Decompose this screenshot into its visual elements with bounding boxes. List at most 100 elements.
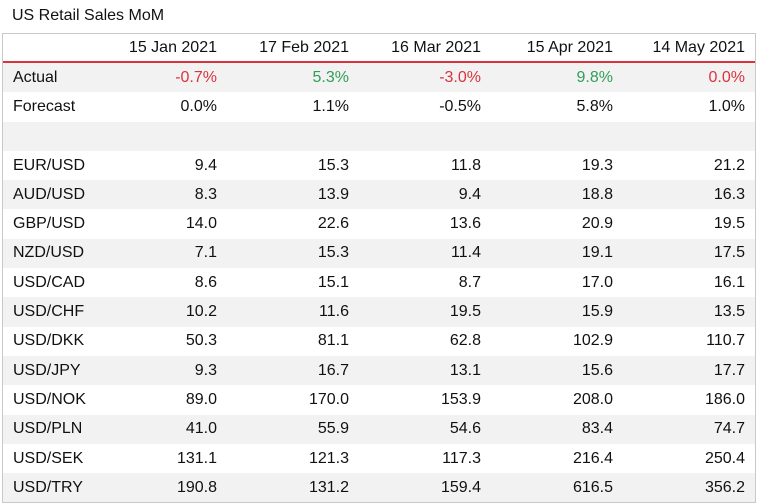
table-row: NZD/USD 7.1 15.3 11.4 19.1 17.5 <box>3 238 755 269</box>
table-row: EUR/USD 9.4 15.3 11.8 19.3 21.2 <box>3 151 755 180</box>
table-cell: 110.7 <box>706 332 745 350</box>
table-cell: 15.9 <box>491 297 623 327</box>
forecast-value: 1.1% <box>312 97 349 115</box>
row-label: USD/CHF <box>3 297 99 327</box>
table-cell: 15.3 <box>317 156 349 174</box>
table-cell: 8.7 <box>458 273 481 291</box>
row-label: USD/DKK <box>13 332 85 350</box>
table-cell: 16.1 <box>713 273 745 291</box>
table-cell: 15.3 <box>227 238 359 269</box>
data-table-frame: 15 Jan 2021 17 Feb 2021 16 Mar 2021 15 A… <box>2 33 756 503</box>
row-label: USD/JPY <box>3 355 99 386</box>
actual-value: 5.3% <box>227 62 359 93</box>
row-label: EUR/USD <box>13 156 86 174</box>
table-cell: 16.7 <box>227 355 359 386</box>
table-cell: 356.2 <box>623 473 755 503</box>
table-row: USD/NOK 89.0 170.0 153.9 208.0 186.0 <box>3 385 755 414</box>
header-cell: 17 Feb 2021 <box>227 34 359 63</box>
table-cell: 19.5 <box>359 297 491 327</box>
table-row: USD/SEK 131.1 121.3 117.3 216.4 250.4 <box>3 444 755 473</box>
row-label: USD/CAD <box>13 273 86 291</box>
table-cell: 81.1 <box>317 332 349 350</box>
table-cell: 17.0 <box>581 273 613 291</box>
table-cell: 10.2 <box>99 297 227 327</box>
table-cell: 22.6 <box>317 215 349 233</box>
table-cell: 50.3 <box>185 332 217 350</box>
table-cell: 170.0 <box>308 390 349 408</box>
actual-value: 9.8% <box>491 62 623 93</box>
table-cell: 121.3 <box>308 449 349 467</box>
currency-pair-rows: EUR/USD 9.4 15.3 11.8 19.3 21.2 AUD/USD 8.3 13.9… <box>3 151 755 503</box>
table-row: USD/CAD 8.6 15.1 8.7 17.0 16.1 <box>3 268 755 297</box>
row-label: NZD/USD <box>3 238 99 269</box>
table-cell: 54.6 <box>359 414 491 444</box>
table-cell: 11.8 <box>451 156 481 174</box>
actual-value: -0.7% <box>99 62 227 93</box>
table-cell: 11.6 <box>227 297 359 327</box>
table-cell: 62.8 <box>449 332 481 350</box>
header-row: 15 Jan 2021 17 Feb 2021 16 Mar 2021 15 A… <box>3 34 755 63</box>
table-cell: 131.2 <box>227 473 359 503</box>
table-cell: 41.0 <box>99 414 227 444</box>
actual-value: 0.0% <box>623 62 755 93</box>
header-cell: 14 May 2021 <box>623 34 755 63</box>
forecast-value: 0.0% <box>180 97 217 115</box>
table-cell: 17.5 <box>623 238 755 269</box>
table-cell: 9.3 <box>99 355 227 386</box>
table-cell: 9.4 <box>359 180 491 210</box>
row-label: USD/TRY <box>3 473 99 503</box>
table-cell: 13.9 <box>227 180 359 210</box>
row-label: Actual <box>3 62 99 93</box>
row-label: USD/SEK <box>13 449 84 467</box>
header-cell: 16 Mar 2021 <box>359 34 491 63</box>
table-cell: 131.1 <box>176 449 217 467</box>
table-cell: 7.1 <box>99 238 227 269</box>
table-cell: 20.9 <box>581 215 613 233</box>
table-row: USD/TRY 190.8 131.2 159.4 616.5 356.2 <box>3 473 755 503</box>
table-cell: 19.1 <box>491 238 623 269</box>
table-cell: 11.4 <box>359 238 491 269</box>
header-cell: 15 Jan 2021 <box>99 34 227 63</box>
spacer-row <box>3 121 755 151</box>
header-cell: 15 Apr 2021 <box>491 34 623 63</box>
table-cell: 8.6 <box>194 273 217 291</box>
table-cell: 250.4 <box>704 449 745 467</box>
row-label: GBP/USD <box>13 215 86 233</box>
table-cell: 186.0 <box>704 390 745 408</box>
table-row: USD/DKK 50.3 81.1 62.8 102.9 110.7 <box>3 327 755 356</box>
table-cell: 17.7 <box>623 355 755 386</box>
table-cell: 21.2 <box>713 156 745 174</box>
table-row: USD/PLN 41.0 55.9 54.6 83.4 74.7 <box>3 414 755 444</box>
table-cell: 16.3 <box>623 180 755 210</box>
forecast-value: 1.0% <box>708 97 745 115</box>
table-cell: 13.6 <box>449 215 481 233</box>
table-cell: 15.6 <box>491 355 623 386</box>
row-label: USD/PLN <box>3 414 99 444</box>
row-label: USD/NOK <box>13 390 86 408</box>
table-cell: 19.3 <box>581 156 613 174</box>
table-cell: 13.5 <box>623 297 755 327</box>
table-row: AUD/USD 8.3 13.9 9.4 18.8 16.3 <box>3 180 755 210</box>
table-cell: 18.8 <box>491 180 623 210</box>
forecast-row: Forecast 0.0% 1.1% -0.5% 5.8% 1.0% <box>3 92 755 121</box>
table-cell: 13.1 <box>359 355 491 386</box>
actual-value: -3.0% <box>359 62 491 93</box>
table-row: USD/JPY 9.3 16.7 13.1 15.6 17.7 <box>3 355 755 386</box>
row-label: Forecast <box>13 97 76 115</box>
table-cell: 55.9 <box>227 414 359 444</box>
table-cell: 208.0 <box>572 390 613 408</box>
actual-row: Actual -0.7% 5.3% -3.0% 9.8% 0.0% <box>3 62 755 93</box>
header-cell <box>3 34 99 63</box>
table-cell: 8.3 <box>99 180 227 210</box>
table-cell: 9.4 <box>194 156 217 174</box>
table-cell: 15.1 <box>317 273 349 291</box>
forecast-value: 5.8% <box>576 97 613 115</box>
table-cell: 117.3 <box>442 449 481 467</box>
table-cell: 102.9 <box>572 332 613 350</box>
table-cell: 14.0 <box>185 215 217 233</box>
spacer-cell <box>3 121 755 151</box>
table-cell: 159.4 <box>359 473 491 503</box>
table-row: GBP/USD 14.0 22.6 13.6 20.9 19.5 <box>3 209 755 238</box>
forecast-value: -0.5% <box>439 97 481 115</box>
table-cell: 190.8 <box>99 473 227 503</box>
